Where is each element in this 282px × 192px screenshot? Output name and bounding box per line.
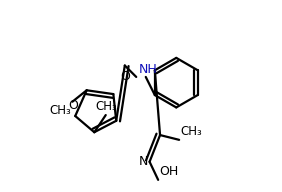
Text: CH₃: CH₃ (180, 125, 202, 138)
Text: O: O (69, 99, 78, 112)
Text: N: N (138, 155, 148, 168)
Text: NH: NH (139, 63, 158, 76)
Text: CH₃: CH₃ (96, 100, 118, 113)
Text: O: O (120, 70, 130, 83)
Text: OH: OH (159, 165, 178, 178)
Text: CH₃: CH₃ (49, 104, 71, 117)
